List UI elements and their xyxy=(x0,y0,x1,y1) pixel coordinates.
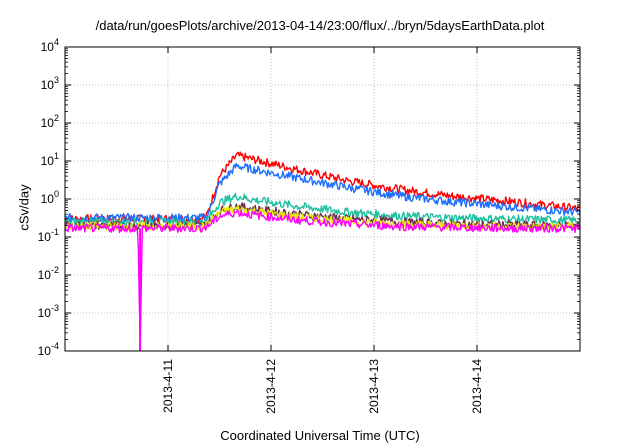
y-tick-label-base: 10 xyxy=(41,78,55,92)
y-tick-label: 104 xyxy=(41,37,59,54)
chart-title: /data/run/goesPlots/archive/2013-04-14/2… xyxy=(95,18,545,33)
y-tick-label-base: 10 xyxy=(38,230,52,244)
y-tick-label-base: 10 xyxy=(38,268,52,282)
x-tick-label: 2013-4-13 xyxy=(367,359,381,414)
y-tick-label: 10-2 xyxy=(38,265,59,282)
y-tick-label: 103 xyxy=(41,75,59,92)
y-tick-label-exponent: 4 xyxy=(54,37,59,47)
y-tick-label-exponent: 0 xyxy=(54,189,59,199)
y-tick-label-exponent: -4 xyxy=(51,341,59,351)
y-tick-label: 102 xyxy=(41,113,59,130)
y-tick-label-base: 10 xyxy=(41,192,55,206)
y-tick-label-base: 10 xyxy=(41,154,55,168)
y-tick-label: 10-1 xyxy=(38,227,59,244)
series-line-3 xyxy=(64,192,581,227)
x-tick-label: 2013-4-14 xyxy=(470,359,484,414)
y-tick-label-exponent: -1 xyxy=(51,227,59,237)
y-tick-label-exponent: 3 xyxy=(54,75,59,85)
y-tick-label: 10-4 xyxy=(38,341,59,358)
y-tick-label-exponent: 2 xyxy=(54,113,59,123)
series-line-6 xyxy=(64,209,581,343)
plot-frame xyxy=(64,46,581,352)
x-tick-label: 2013-4-12 xyxy=(264,359,278,414)
y-tick-label-base: 10 xyxy=(38,306,52,320)
series-group xyxy=(64,151,581,351)
y-tick-label-exponent: 1 xyxy=(54,151,59,161)
y-tick-label-base: 10 xyxy=(38,344,52,358)
y-tick-label-base: 10 xyxy=(41,40,55,54)
y-tick-label-exponent: -3 xyxy=(51,303,59,313)
y-tick-label: 10-3 xyxy=(38,303,59,320)
x-axis-label: Coordinated Universal Time (UTC) xyxy=(220,428,420,443)
y-tick-label-base: 10 xyxy=(41,116,55,130)
series-line-2 xyxy=(64,162,581,223)
grid xyxy=(65,47,580,351)
ticks: 10-410-310-210-11001011021031042013-4-11… xyxy=(38,37,580,414)
y-tick-label: 101 xyxy=(41,151,59,168)
x-tick-label: 2013-4-11 xyxy=(161,359,175,413)
y-tick-label-exponent: -2 xyxy=(51,265,59,275)
y-tick-label: 100 xyxy=(41,189,59,206)
